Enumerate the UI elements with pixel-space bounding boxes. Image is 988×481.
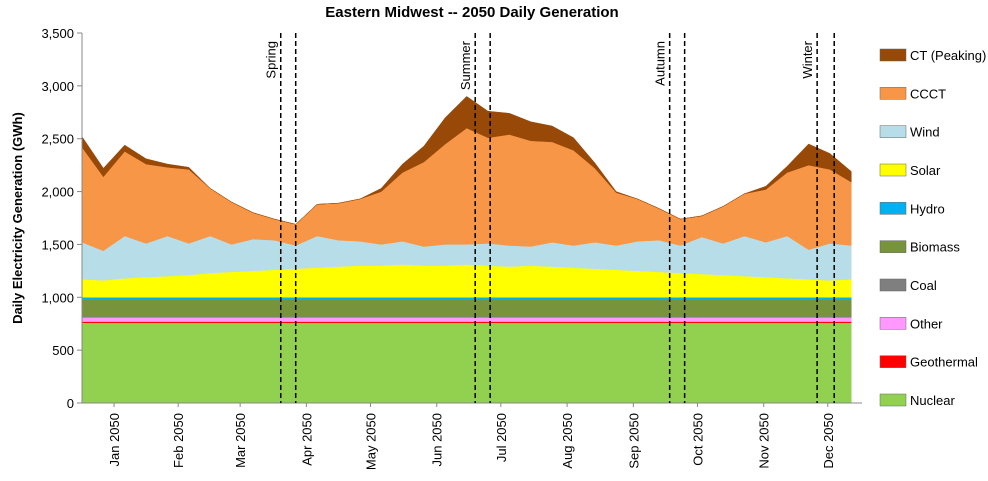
legend-item: Biomass xyxy=(879,240,960,255)
y-tick-label: 1,500 xyxy=(41,237,74,252)
area xyxy=(81,96,852,225)
legend-swatch xyxy=(879,125,907,138)
legend-swatch xyxy=(879,355,907,368)
legend-label: Other xyxy=(910,316,943,331)
legend-swatch xyxy=(879,87,907,100)
legend-label: CCCT xyxy=(910,86,946,101)
x-tick-label: Apr 2050 xyxy=(299,413,314,466)
area xyxy=(81,317,852,322)
y-tick-label: 3,500 xyxy=(41,26,74,41)
legend-label: Wind xyxy=(910,125,940,140)
area xyxy=(81,297,852,300)
x-tick-label: Mar 2050 xyxy=(233,413,248,468)
y-tick-label: 2,000 xyxy=(41,185,74,200)
legend-item: CT (Peaking) xyxy=(879,48,986,63)
legend-swatch xyxy=(879,202,907,215)
legend-label: Biomass xyxy=(910,240,960,255)
y-tick-label: 0 xyxy=(67,396,74,411)
season-label: Autumn xyxy=(653,41,668,86)
legend-swatch xyxy=(879,393,907,407)
area xyxy=(81,299,852,317)
x-tick-label: Feb 2050 xyxy=(171,413,186,468)
x-tick-label: Jul 2050 xyxy=(494,413,509,462)
legend-item: Geothermal xyxy=(879,355,978,370)
legend-label: Nuclear xyxy=(910,393,955,408)
legend-item: Coal xyxy=(879,278,937,293)
season-label: Spring xyxy=(264,41,279,79)
x-tick-label: Nov 2050 xyxy=(757,413,772,469)
legend-item: Wind xyxy=(879,125,940,140)
y-tick-label: 2,500 xyxy=(41,132,74,147)
legend-item: Solar xyxy=(879,163,941,178)
area xyxy=(81,322,852,404)
y-tick-label: 3,000 xyxy=(41,79,74,94)
legend-swatch xyxy=(879,317,907,330)
legend-swatch xyxy=(879,240,907,253)
legend-swatch xyxy=(879,163,907,177)
legend-item: Other xyxy=(879,316,943,331)
legend-label: Coal xyxy=(910,278,937,293)
x-tick-label: Dec 2050 xyxy=(821,413,836,469)
x-tick-label: Oct 2050 xyxy=(690,413,705,466)
legend-label: Geothermal xyxy=(910,355,978,370)
legend-label: Hydro xyxy=(910,201,945,216)
x-tick-label: May 2050 xyxy=(363,413,378,470)
x-tick-label: Jan 2050 xyxy=(107,413,122,467)
legend-swatch xyxy=(879,48,907,62)
legend-item: Nuclear xyxy=(879,393,955,408)
area xyxy=(81,127,852,252)
season-label: Summer xyxy=(458,40,473,90)
legend-item: Hydro xyxy=(879,201,945,216)
chart-title: Eastern Midwest -- 2050 Daily Generation xyxy=(325,4,618,21)
legend-item: CCCT xyxy=(879,86,946,101)
legend-swatch xyxy=(879,278,907,292)
y-tick-label: 500 xyxy=(52,343,74,358)
x-tick-label: Sep 2050 xyxy=(626,413,641,469)
y-tick-label: 1,000 xyxy=(41,290,74,305)
x-tick-label: Aug 2050 xyxy=(560,413,575,469)
legend-label: CT (Peaking) xyxy=(910,48,986,63)
y-axis-label: Daily Electricity Generation (GWh) xyxy=(10,112,25,324)
legend-label: Solar xyxy=(910,163,941,178)
x-tick-label: Jun 2050 xyxy=(430,413,445,467)
season-label: Winter xyxy=(800,40,815,78)
